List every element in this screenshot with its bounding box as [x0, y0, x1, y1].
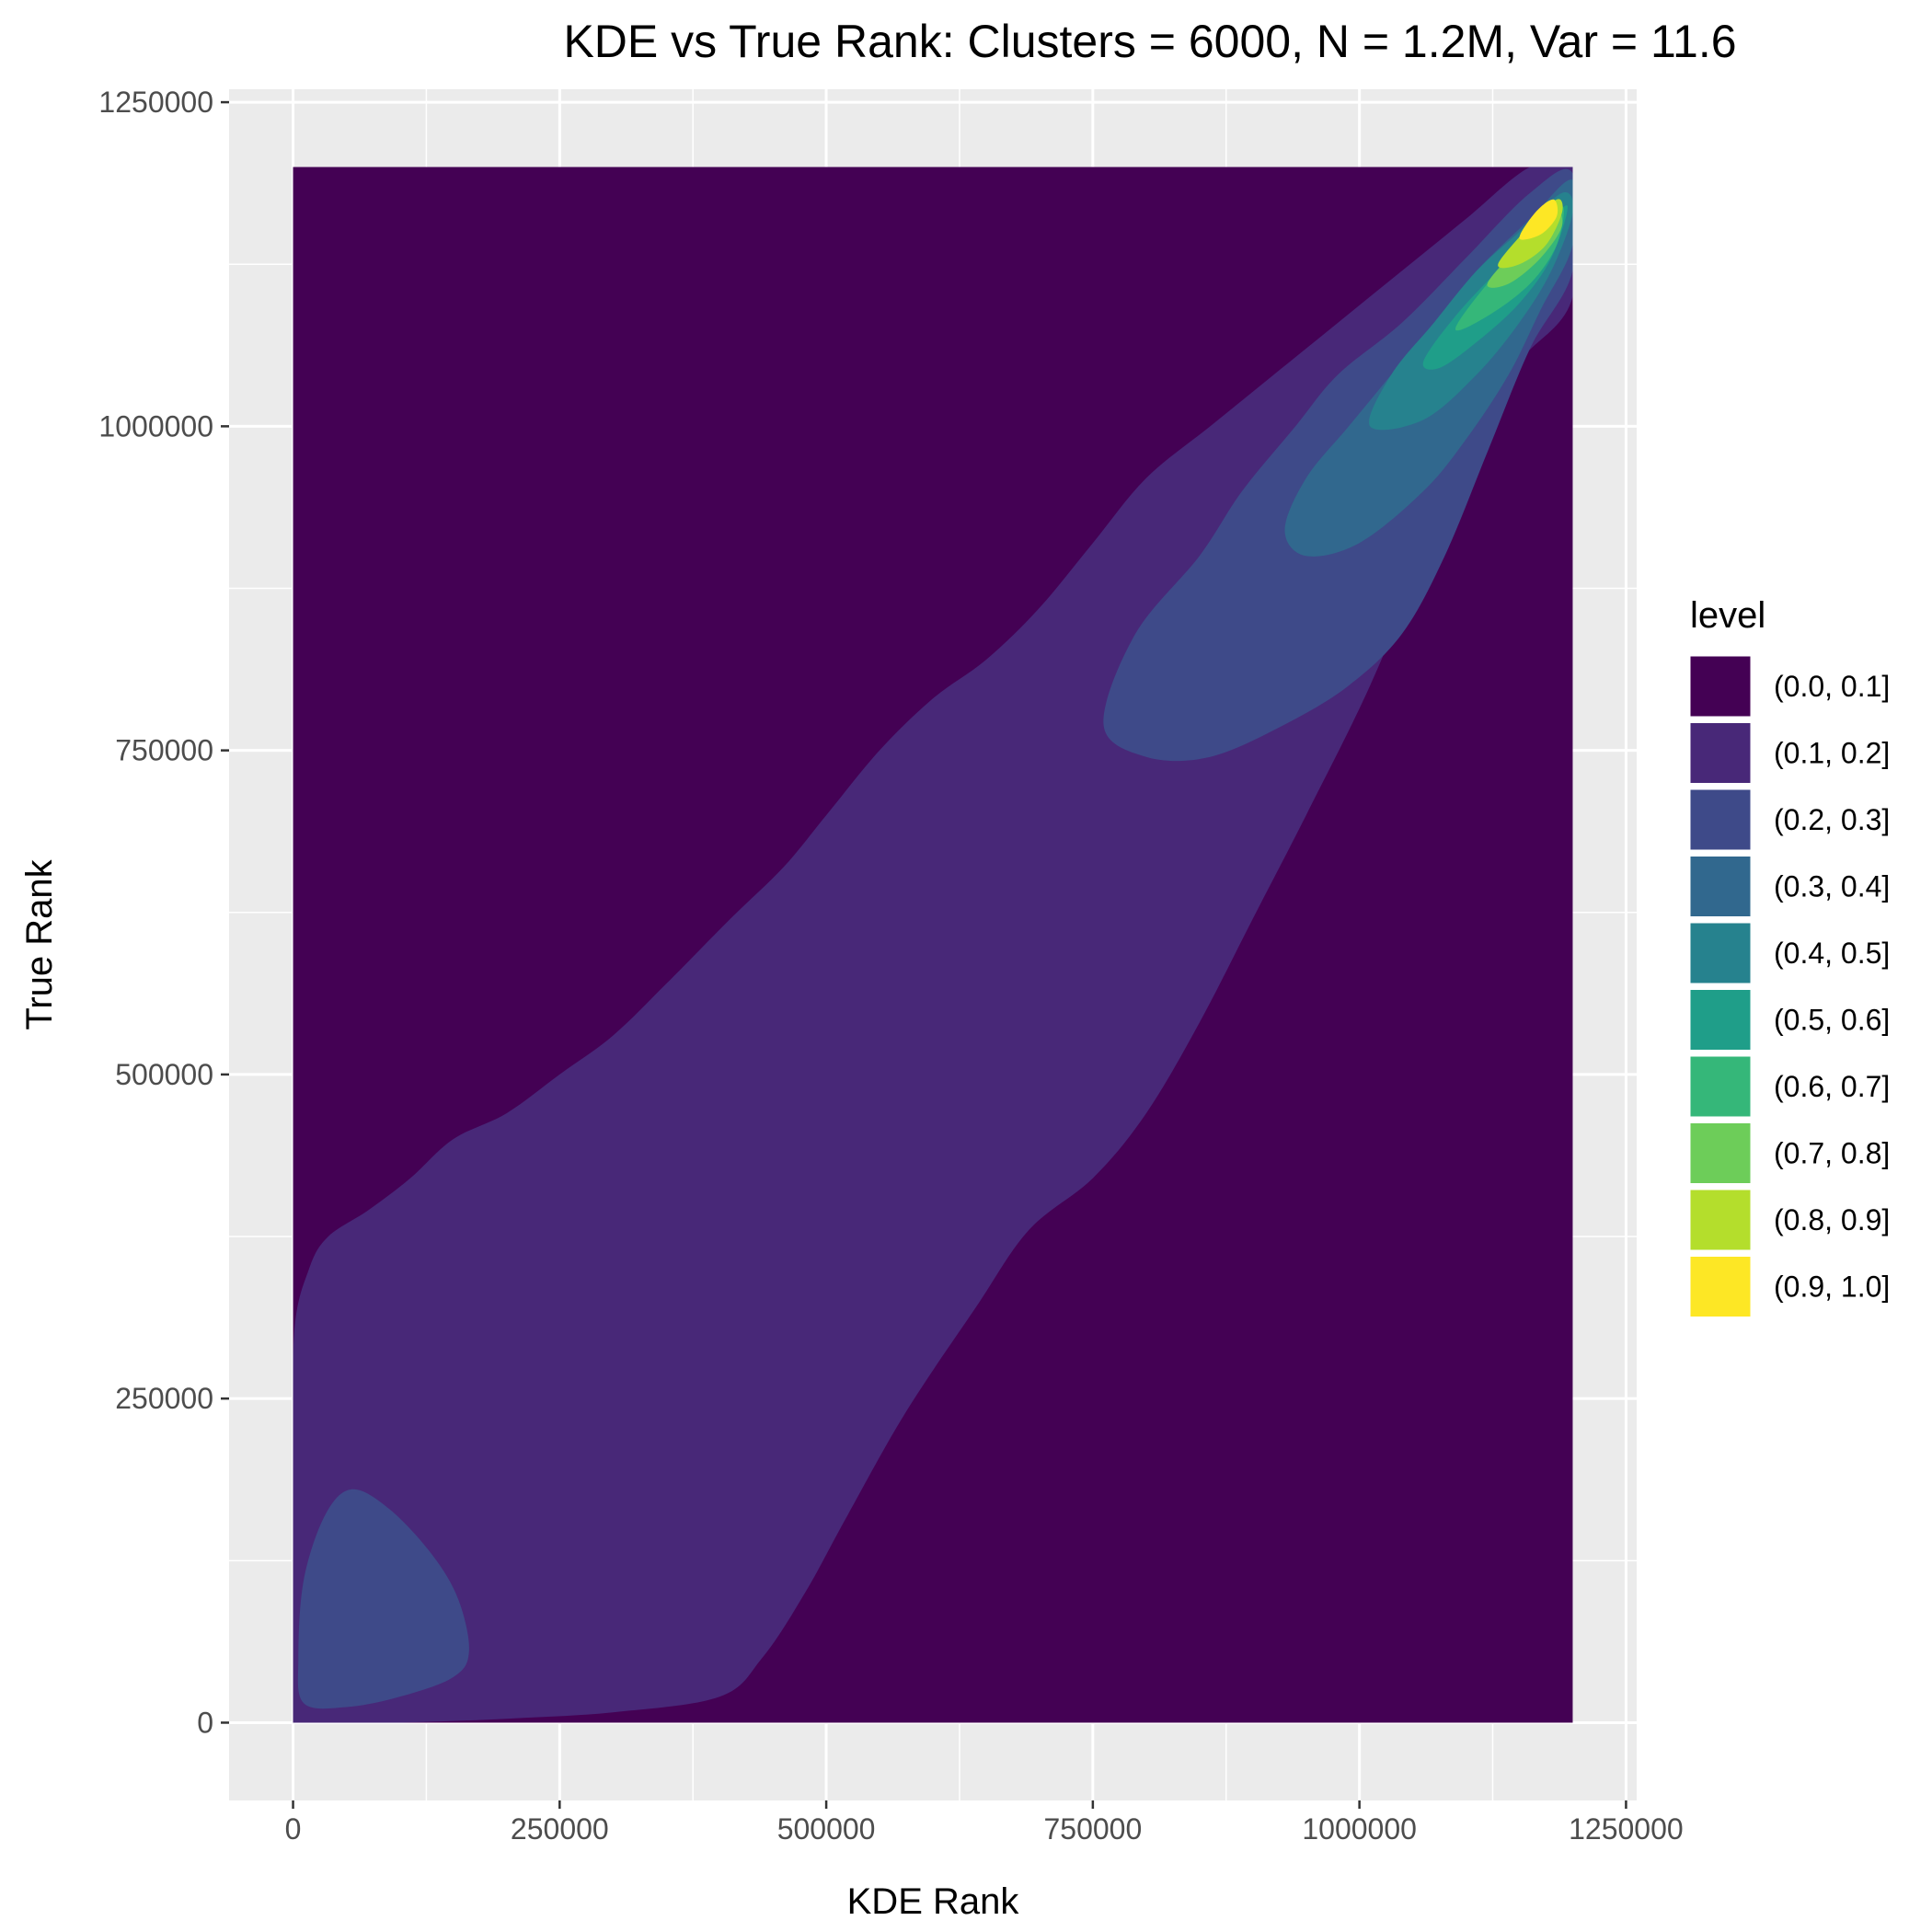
- legend-key: [1687, 653, 1754, 719]
- y-axis-title: True Rank: [19, 858, 60, 1029]
- density-contours: [293, 167, 1573, 1723]
- x-tick-label: 0: [285, 1812, 302, 1846]
- y-axis-ticks: 0 250000 500000 750000 1000000 1250000: [98, 86, 229, 1739]
- density-band-2: [297, 1489, 469, 1709]
- legend-key: [1687, 1187, 1754, 1253]
- legend-key: [1687, 920, 1754, 986]
- legend-key: [1687, 987, 1754, 1052]
- legend-items: (0.0, 0.1] (0.1, 0.2] (0.2, 0.3] (0.3, 0.4]…: [1687, 653, 1890, 1319]
- density-bands: [293, 167, 1573, 1723]
- x-tick-label: 1250000: [1569, 1812, 1684, 1846]
- legend-label: (0.4, 0.5]: [1774, 937, 1890, 970]
- legend-key: [1687, 1254, 1754, 1319]
- y-tick-label: 1250000: [98, 86, 213, 119]
- legend-label: (0.3, 0.4]: [1774, 870, 1890, 903]
- legend-key: [1687, 1121, 1754, 1186]
- y-tick-label: 1000000: [98, 409, 213, 443]
- legend-label: (0.9, 1.0]: [1774, 1271, 1890, 1304]
- x-axis-title: KDE Rank: [847, 1881, 1020, 1922]
- legend-label: (0.0, 0.1]: [1774, 670, 1890, 703]
- x-tick-label: 1000000: [1302, 1812, 1417, 1846]
- legend-label: (0.6, 0.7]: [1774, 1070, 1890, 1103]
- density-band-9: [1519, 199, 1558, 240]
- legend-label: (0.2, 0.3]: [1774, 803, 1890, 836]
- x-axis-ticks: 0 250000 500000 750000 1000000 1250000: [285, 1800, 1684, 1846]
- legend-key: [1687, 1053, 1754, 1120]
- legend-label: (0.7, 0.8]: [1774, 1137, 1890, 1170]
- legend-key: [1687, 854, 1754, 919]
- legend-label: (0.5, 0.6]: [1774, 1004, 1890, 1037]
- legend: level (0.0, 0.1] (0.1, 0.2] (0.2, 0.3] (0.3…: [1687, 595, 1890, 1319]
- chart-title: KDE vs True Rank: Clusters = 6000, N = 1…: [563, 16, 1736, 67]
- legend-key: [1687, 787, 1754, 853]
- x-tick-label: 750000: [1043, 1812, 1142, 1846]
- y-tick-label: 0: [197, 1706, 213, 1739]
- legend-key: [1687, 720, 1754, 786]
- legend-label: (0.8, 0.9]: [1774, 1203, 1890, 1236]
- y-tick-label: 500000: [115, 1058, 213, 1091]
- x-tick-label: 500000: [777, 1812, 876, 1846]
- x-tick-label: 250000: [511, 1812, 609, 1846]
- legend-title: level: [1690, 595, 1765, 636]
- y-tick-label: 250000: [115, 1382, 213, 1415]
- y-tick-label: 750000: [115, 734, 213, 767]
- legend-label: (0.1, 0.2]: [1774, 737, 1890, 770]
